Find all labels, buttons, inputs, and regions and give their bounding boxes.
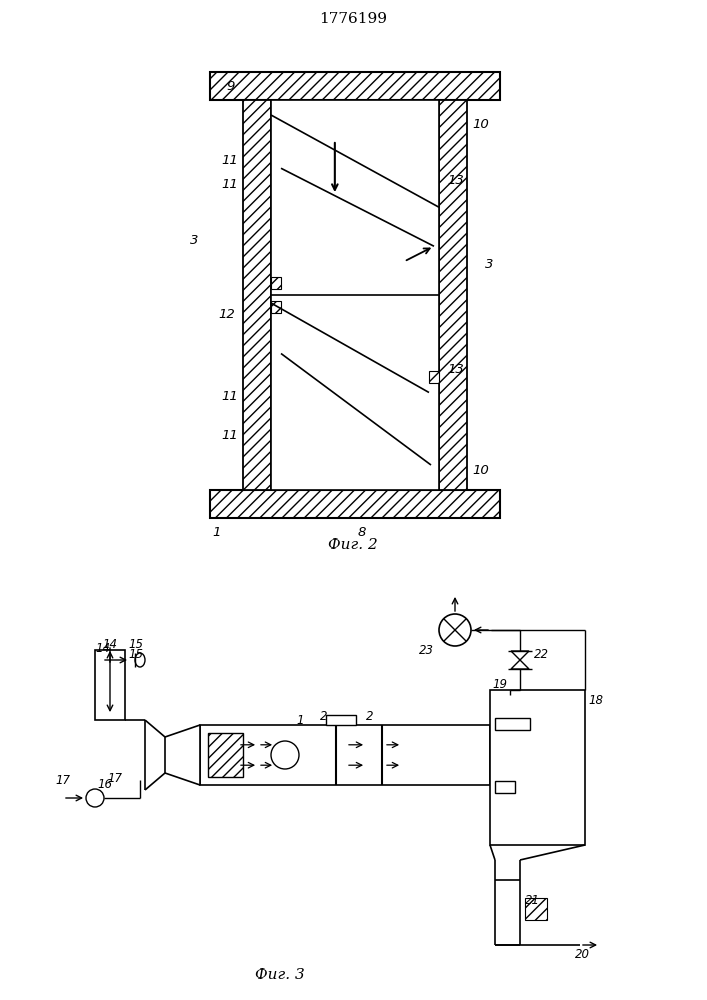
- Ellipse shape: [135, 653, 145, 667]
- Text: 10: 10: [472, 118, 489, 131]
- Polygon shape: [165, 725, 200, 785]
- Text: 15: 15: [128, 639, 143, 652]
- Text: 2: 2: [320, 710, 328, 724]
- Text: Фиг. 2: Фиг. 2: [328, 538, 378, 552]
- Text: 3: 3: [189, 233, 198, 246]
- Bar: [429, 371, 439, 383]
- Text: 3: 3: [485, 258, 493, 271]
- Text: 15: 15: [128, 648, 143, 662]
- Text: 13: 13: [447, 174, 464, 186]
- Text: 1776199: 1776199: [319, 12, 387, 26]
- Text: 17: 17: [107, 772, 122, 784]
- Bar: [271, 277, 281, 289]
- Text: 16: 16: [97, 778, 112, 790]
- Bar: [490, 690, 585, 845]
- Bar: [525, 898, 547, 920]
- Text: 23: 23: [419, 645, 434, 658]
- Bar: [200, 725, 490, 785]
- Text: 11: 11: [221, 153, 238, 166]
- Text: 9: 9: [227, 80, 235, 93]
- Bar: [495, 781, 515, 793]
- Bar: [439, 100, 467, 490]
- Text: 14: 14: [95, 642, 110, 654]
- Bar: [208, 733, 243, 777]
- Text: 13: 13: [447, 363, 464, 376]
- Text: 19: 19: [492, 678, 507, 692]
- Text: 14: 14: [102, 639, 117, 652]
- Text: 18: 18: [588, 694, 603, 706]
- Text: 22: 22: [534, 648, 549, 662]
- Text: 12: 12: [218, 308, 235, 322]
- Text: 8: 8: [358, 526, 366, 539]
- Bar: [326, 715, 356, 725]
- Text: 1: 1: [212, 526, 221, 539]
- Bar: [271, 301, 281, 313]
- Polygon shape: [511, 651, 529, 669]
- Bar: [271, 100, 439, 490]
- Text: 17: 17: [55, 774, 70, 786]
- Text: 20: 20: [575, 948, 590, 962]
- Bar: [495, 718, 530, 730]
- Text: 1: 1: [296, 714, 304, 726]
- Bar: [210, 72, 500, 100]
- Text: 11: 11: [221, 178, 238, 192]
- Bar: [243, 100, 271, 490]
- Bar: [95, 650, 125, 720]
- Text: 2: 2: [366, 710, 374, 724]
- Text: Фиг. 3: Фиг. 3: [255, 968, 305, 982]
- Text: 21: 21: [525, 894, 540, 906]
- Text: 11: 11: [221, 429, 238, 442]
- Text: 11: 11: [221, 390, 238, 403]
- Text: 10: 10: [472, 464, 489, 477]
- Bar: [210, 490, 500, 518]
